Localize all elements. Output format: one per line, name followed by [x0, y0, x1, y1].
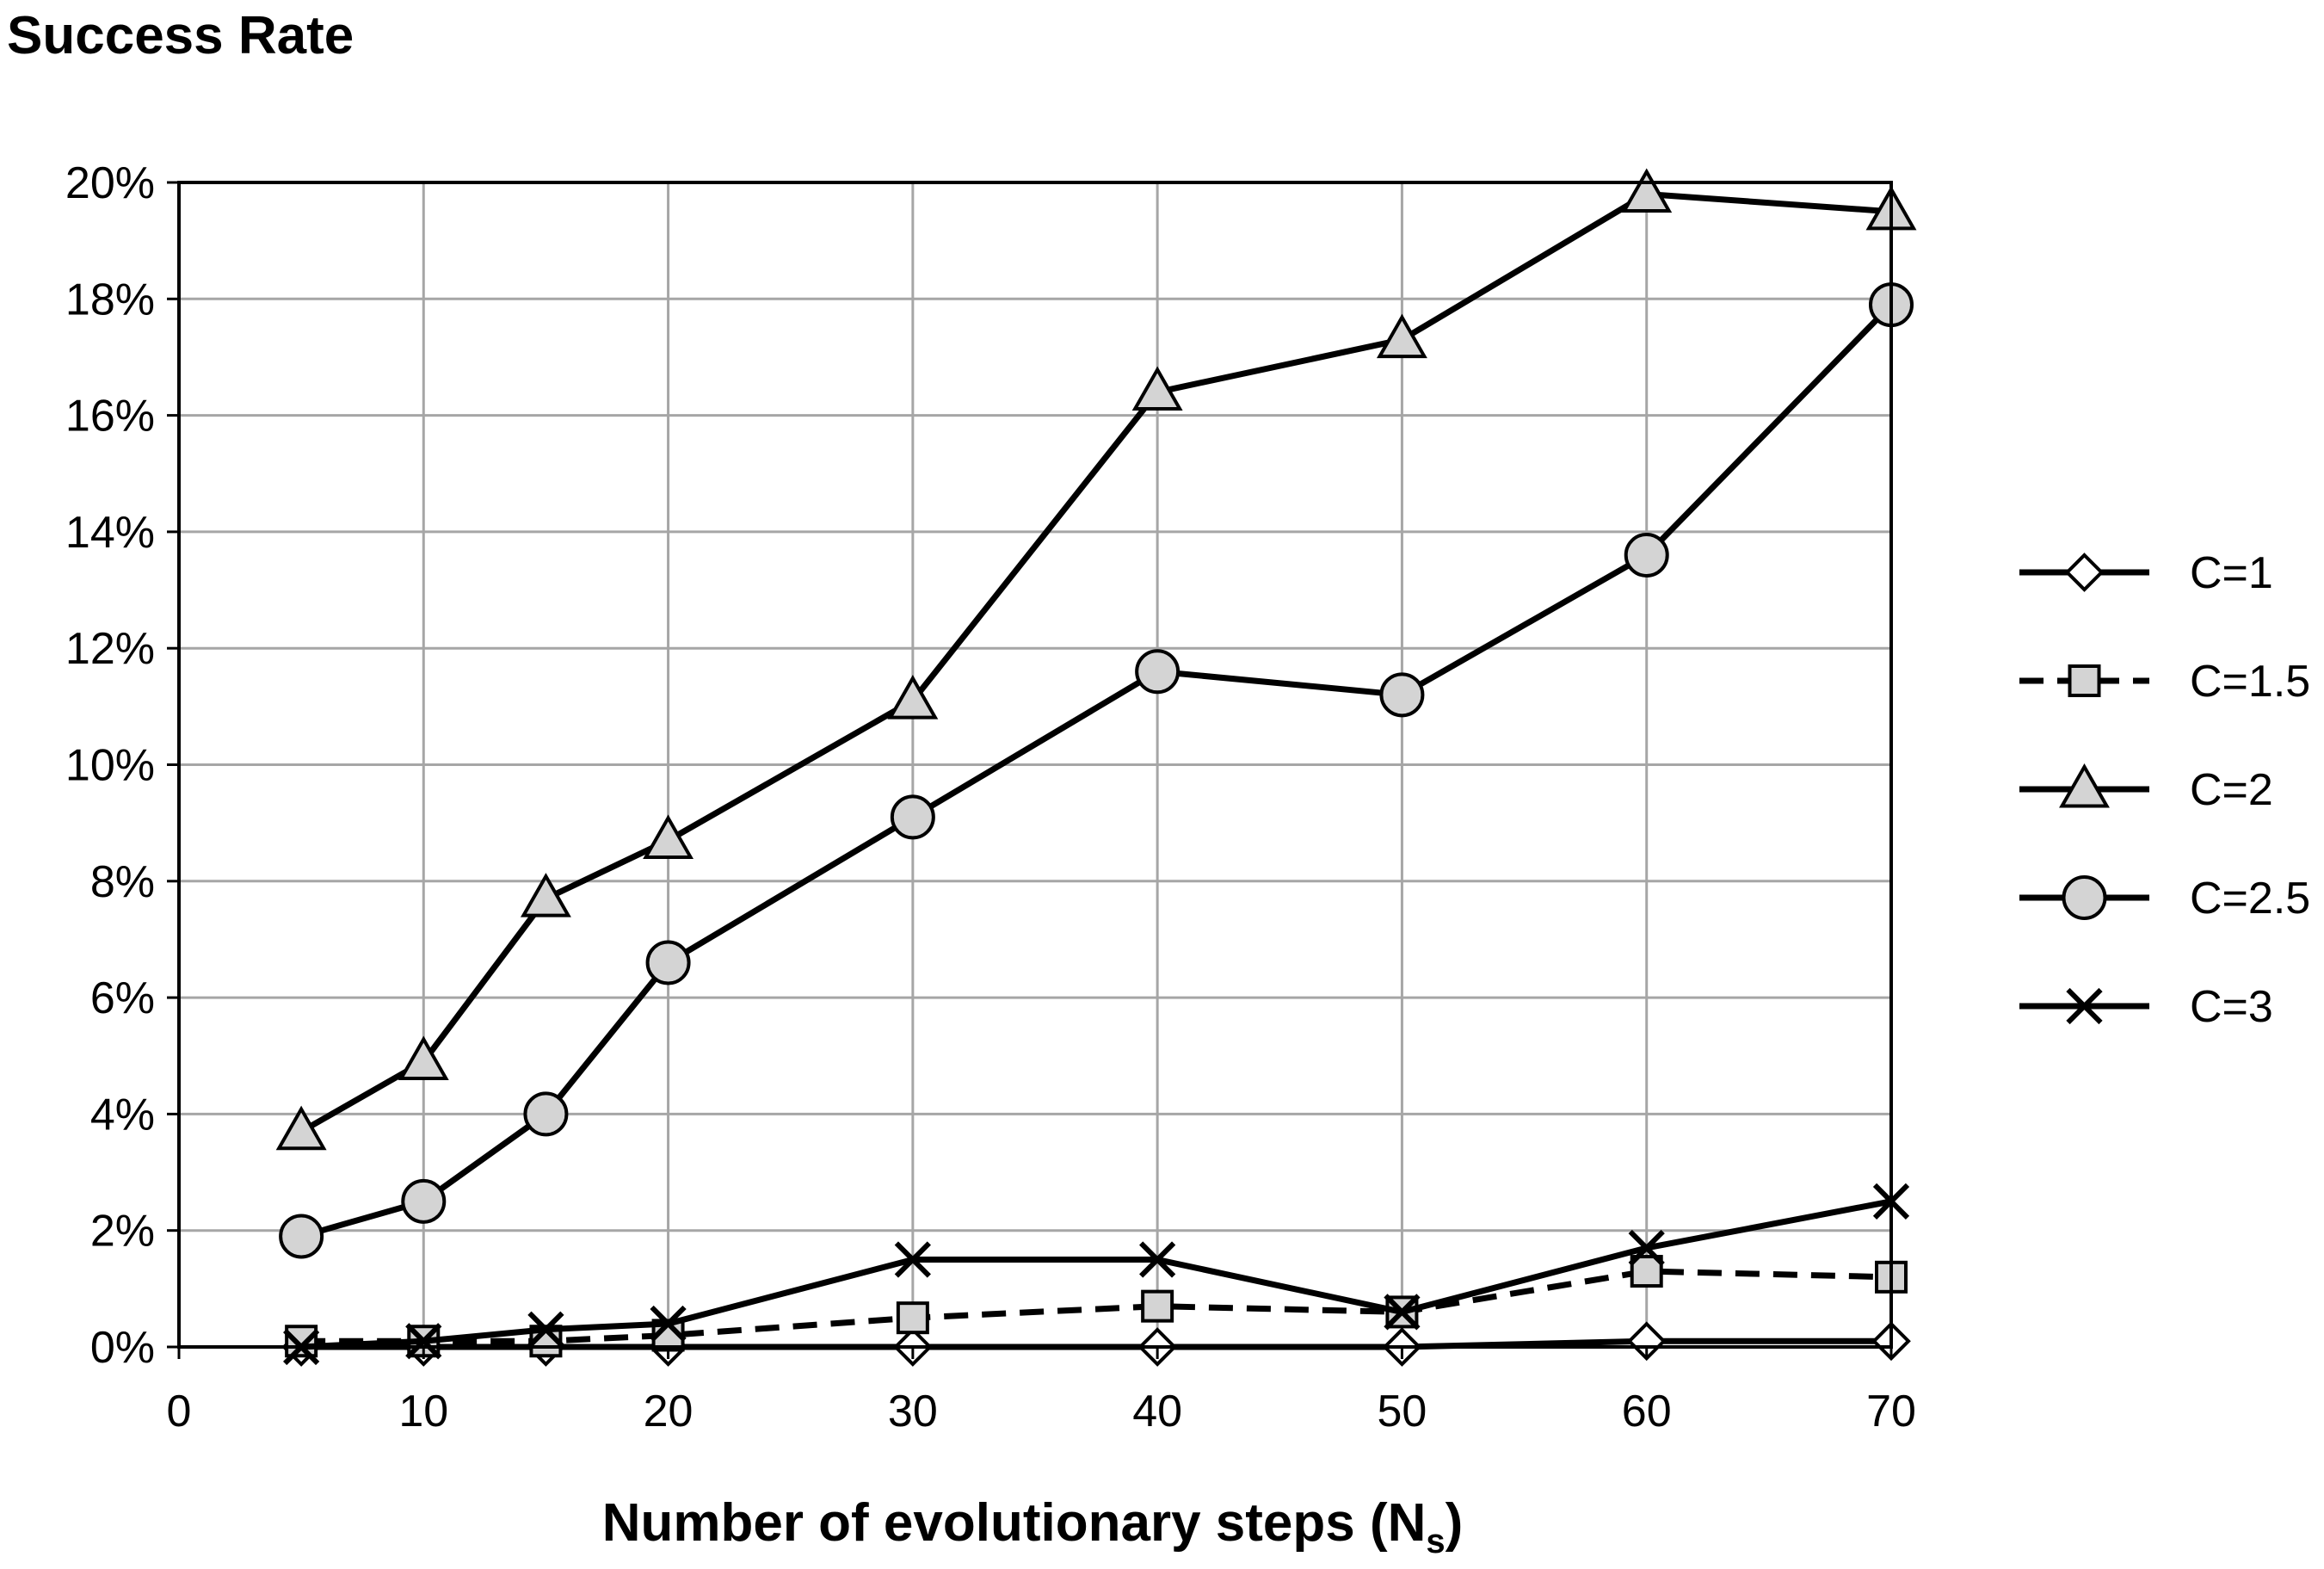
series-square-point: [1141, 1289, 1174, 1323]
legend-marker-triangle: [2059, 763, 2110, 808]
series-triangle-point: [1131, 366, 1183, 411]
x-axis-title: Number of evolutionary steps (Ns): [602, 1493, 1464, 1560]
legend-label: C=3: [2190, 982, 2273, 1032]
x-tick-label: 70: [1866, 1387, 1916, 1436]
series-circle-point: [1135, 649, 1180, 695]
series-triangle-point: [398, 1035, 449, 1081]
series-square-point: [1630, 1255, 1663, 1288]
legend-marker-diamond: [2064, 553, 2105, 592]
series-circle-point: [523, 1091, 569, 1137]
legend-marker-circle: [2062, 875, 2107, 920]
y-tick-label: 6%: [90, 973, 155, 1023]
axes: 0% 2% 4% 6% 8% 10% 12% 14% 16% 18% 20% 0 10 20 30 40 50 6…: [65, 158, 1916, 1436]
x-tick-label: 40: [1132, 1387, 1182, 1436]
legend-label: C=1: [2190, 548, 2273, 598]
series-square-point: [285, 1325, 318, 1358]
series-circle-point: [279, 1214, 324, 1259]
legend-marker-square: [2068, 664, 2101, 697]
series-x-point: [527, 1311, 564, 1348]
x-tick-label: 30: [888, 1387, 938, 1436]
legend-entry: C=2: [2019, 763, 2273, 815]
x-tick-label: 60: [1622, 1387, 1672, 1436]
series-x-point: [650, 1305, 687, 1343]
series-x-point: [405, 1323, 442, 1360]
series-triangle-point: [275, 1105, 327, 1151]
y-tick-label: 2%: [90, 1207, 155, 1257]
series-circle: [279, 282, 1914, 1259]
y-tick-label: 12%: [65, 624, 155, 674]
y-tick-label: 16%: [65, 392, 155, 442]
x-tick-label: 0: [167, 1387, 192, 1436]
series-x-point: [1384, 1294, 1421, 1331]
legend-label: C=2: [2190, 765, 2273, 815]
y-tick-label: 4%: [90, 1090, 155, 1140]
series-x-point: [1628, 1229, 1665, 1267]
legend-entry: C=1: [2019, 548, 2273, 598]
series-triangle-point: [1376, 313, 1427, 359]
series-square-point: [896, 1301, 929, 1335]
x-tick-label: 20: [644, 1387, 694, 1436]
y-tick-label: 14%: [65, 508, 155, 558]
y-tick-label: 8%: [90, 857, 155, 907]
x-tick-label: 50: [1378, 1387, 1427, 1436]
legend-entry: C=3: [2019, 982, 2273, 1032]
x-axis-title-subscript: s: [1426, 1523, 1445, 1560]
plot-area-frame: [177, 181, 1893, 1349]
series-triangle-point: [520, 873, 571, 917]
grid: [179, 181, 1893, 1347]
series-circle-point: [890, 794, 935, 840]
legend-label: C=1.5: [2190, 657, 2310, 707]
series-circle-point: [401, 1178, 447, 1224]
series-triangle-point: [643, 814, 694, 859]
series-group: [275, 168, 1917, 1367]
x-axis-title-end: ): [1446, 1493, 1464, 1553]
legend-label: C=2.5: [2190, 874, 2310, 923]
legend-entry: C=2.5: [2019, 874, 2310, 923]
series-triangle-point: [887, 675, 939, 720]
series-x-point: [894, 1241, 931, 1278]
series-triangle: [275, 168, 1917, 1151]
y-tick-label: 10%: [65, 741, 155, 791]
legend: C=1 C=1.5 C=2 C=2.5 C=3: [2019, 548, 2310, 1032]
series-circle-point: [1379, 672, 1425, 718]
x-tick-label: 10: [398, 1387, 448, 1436]
series-circle-point: [645, 940, 691, 985]
series-x-point: [1139, 1241, 1176, 1278]
y-tick-label: 20%: [65, 158, 155, 208]
legend-marker-x: [2066, 987, 2103, 1025]
y-tick-label: 0%: [90, 1323, 155, 1373]
series-triangle-point: [1621, 168, 1673, 213]
y-tick-label: 18%: [65, 275, 155, 324]
x-axis-title-main: Number of evolutionary steps (N: [602, 1493, 1427, 1553]
series-circle-point: [1624, 532, 1669, 578]
y-axis-title: Success Rate: [7, 6, 354, 65]
series-triangle-line: [299, 191, 1892, 1134]
legend-entry: C=1.5: [2019, 657, 2310, 707]
